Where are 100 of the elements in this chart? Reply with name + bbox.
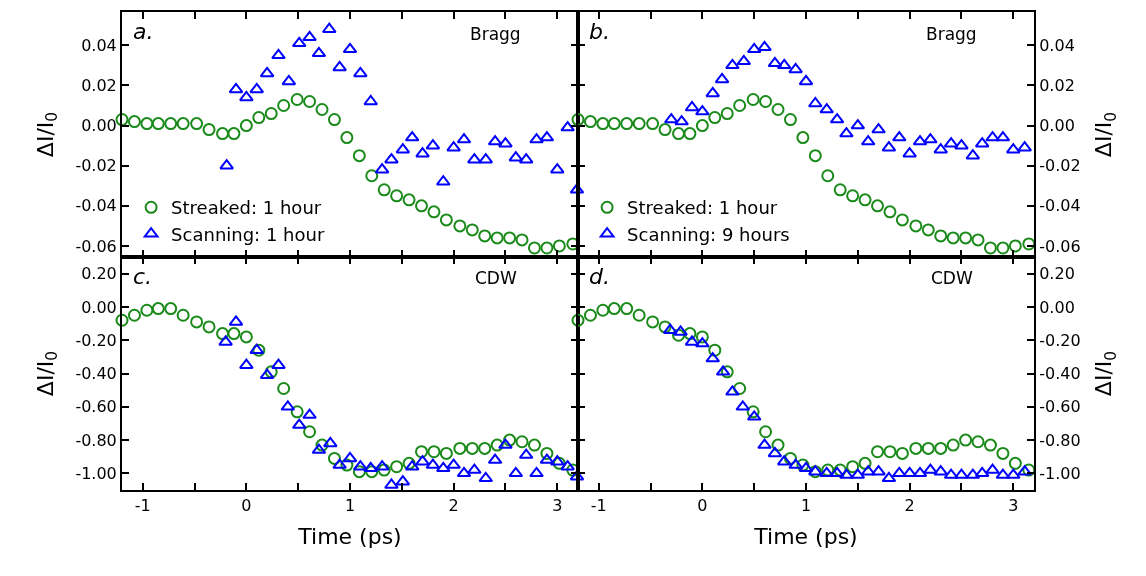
point	[759, 94, 773, 108]
point	[252, 111, 266, 125]
point	[705, 86, 721, 98]
y-tick-label: 0.00	[81, 297, 117, 317]
point	[218, 335, 233, 346]
point	[151, 302, 165, 316]
point	[839, 468, 854, 479]
annotation: Bragg	[926, 24, 977, 44]
point	[115, 113, 129, 127]
point	[322, 436, 338, 448]
point	[788, 62, 803, 74]
point	[140, 303, 154, 317]
point	[456, 466, 472, 478]
point	[303, 94, 317, 108]
x-tick-label: 2	[904, 496, 915, 516]
point	[833, 463, 847, 477]
point	[796, 458, 810, 472]
point	[746, 92, 760, 106]
point	[607, 302, 621, 316]
point	[515, 233, 529, 247]
y2-tick-label: 0.02	[1039, 76, 1075, 96]
point	[881, 471, 897, 483]
point	[674, 115, 689, 126]
y2-tick-label: -0.04	[1039, 196, 1081, 216]
annotation: Bragg	[470, 24, 521, 44]
point	[583, 115, 597, 129]
y-tick-label: -0.80	[75, 430, 117, 450]
point	[239, 358, 254, 369]
point	[127, 115, 141, 129]
y-tick-label: -0.40	[75, 364, 117, 384]
point	[912, 466, 928, 478]
point	[959, 433, 973, 447]
point	[921, 223, 935, 237]
y-tick-label: -0.06	[75, 236, 117, 256]
point	[974, 466, 990, 478]
point	[695, 337, 710, 348]
x-tick-label: -1	[134, 496, 151, 516]
point	[527, 241, 541, 255]
point	[673, 325, 688, 336]
point	[934, 441, 948, 455]
point	[228, 82, 244, 94]
x-tick-label: 2	[448, 496, 459, 516]
y-tick-label: 0.00	[81, 116, 117, 136]
y2-tick-label: 0.00	[1039, 297, 1075, 317]
point	[239, 330, 253, 344]
point	[216, 127, 230, 141]
point	[971, 435, 985, 449]
point	[340, 131, 354, 145]
point	[658, 123, 672, 137]
point	[508, 466, 524, 478]
point	[883, 205, 897, 219]
y-tick-label: -1.00	[75, 463, 117, 483]
point	[1022, 463, 1036, 477]
y-tick-label: -0.60	[75, 397, 117, 417]
point	[1008, 456, 1022, 470]
point	[725, 385, 740, 396]
point	[683, 127, 697, 141]
point	[796, 131, 810, 145]
legend-label: Streaked: 1 hour	[171, 197, 322, 219]
point	[672, 328, 686, 342]
point	[467, 153, 482, 164]
point	[672, 127, 686, 141]
point	[249, 82, 265, 94]
point	[632, 117, 646, 131]
x-tick-label: 0	[241, 496, 252, 516]
point	[954, 139, 969, 150]
point	[720, 107, 734, 121]
point	[540, 446, 554, 460]
point	[583, 308, 597, 322]
y-tick-label: 0.04	[81, 35, 117, 55]
point	[736, 54, 752, 66]
point	[264, 107, 278, 121]
point	[996, 241, 1010, 255]
point	[164, 302, 178, 316]
point	[402, 456, 416, 470]
point	[596, 303, 610, 317]
point	[332, 458, 347, 469]
point	[891, 466, 907, 478]
point	[415, 199, 429, 213]
point	[290, 92, 304, 106]
point	[571, 313, 585, 327]
point	[757, 438, 772, 449]
y2-tick-label: 0.04	[1039, 35, 1075, 55]
point	[983, 438, 997, 452]
x-tick-label: 1	[344, 496, 356, 516]
point	[996, 446, 1010, 460]
point	[390, 189, 404, 203]
point	[788, 458, 803, 469]
point	[277, 99, 291, 113]
point	[771, 103, 785, 117]
point	[923, 463, 938, 474]
point	[833, 183, 847, 197]
point	[895, 213, 909, 227]
point	[402, 193, 416, 207]
point	[540, 241, 554, 255]
point	[798, 461, 814, 473]
point	[858, 456, 872, 470]
y-tick-label: -0.20	[75, 330, 117, 350]
point	[708, 343, 722, 357]
x-axis-title: Time (ps)	[753, 523, 858, 549]
